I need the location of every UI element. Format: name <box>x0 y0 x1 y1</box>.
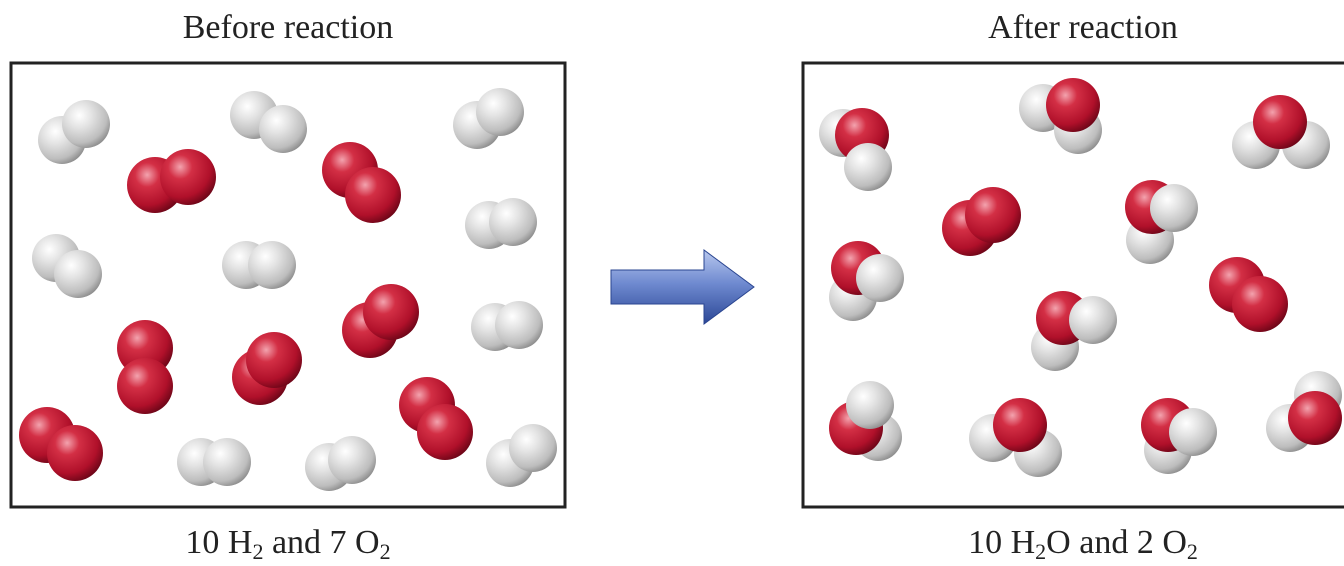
after-h2o-symbol: H <box>1010 524 1036 561</box>
oxygen-atom <box>246 332 302 388</box>
after-h2o-subscript: 2 <box>1035 539 1047 564</box>
water-molecule <box>1031 291 1117 371</box>
before-reaction-title: Before reaction <box>182 9 394 46</box>
hydrogen-atom <box>1069 296 1117 344</box>
oxygen-atom <box>160 149 216 205</box>
after-o2-symbol: O <box>1162 524 1187 561</box>
before-o2-subscript: 2 <box>379 539 391 564</box>
after-o2-subscript: 2 <box>1186 539 1198 564</box>
oxygen-atom <box>993 398 1047 452</box>
hydrogen-atom <box>509 424 557 472</box>
before-h2-symbol: H <box>227 524 253 561</box>
oxygen-molecule <box>1209 257 1288 332</box>
reaction-arrow-icon <box>610 249 755 325</box>
after-reaction-caption: 10 H2O and 2 O2 <box>803 520 1344 566</box>
hydrogen-atom <box>489 198 537 246</box>
before-h2-count: 10 <box>185 524 220 561</box>
after-h2o-count: 10 <box>968 524 1003 561</box>
after-conjunction: and <box>1070 524 1137 561</box>
hydrogen-atom <box>203 438 251 486</box>
oxygen-atom <box>417 404 473 460</box>
before-molecules <box>19 88 557 491</box>
hydrogen-molecule <box>453 88 524 149</box>
hydrogen-atom <box>259 105 307 153</box>
hydrogen-atom <box>248 241 296 289</box>
hydrogen-atom <box>476 88 524 136</box>
after-h2o-oxygen: O <box>1046 524 1071 561</box>
water-molecule <box>819 108 892 191</box>
oxygen-molecule <box>19 407 103 481</box>
oxygen-atom <box>1253 95 1307 149</box>
hydrogen-atom <box>844 143 892 191</box>
oxygen-atom <box>47 425 103 481</box>
water-molecule <box>1141 398 1217 474</box>
hydrogen-molecule <box>305 436 376 491</box>
hydrogen-atom <box>1150 184 1198 232</box>
hydrogen-atom <box>846 381 894 429</box>
water-molecule <box>829 241 904 321</box>
oxygen-atom <box>1046 78 1100 132</box>
oxygen-atom <box>117 358 173 414</box>
oxygen-atom <box>1232 276 1288 332</box>
water-molecule <box>1266 371 1342 452</box>
hydrogen-atom <box>856 254 904 302</box>
oxygen-molecule <box>127 149 216 213</box>
hydrogen-atom <box>54 250 102 298</box>
oxygen-atom <box>965 187 1021 243</box>
oxygen-molecule <box>399 377 473 460</box>
hydrogen-atom <box>1169 408 1217 456</box>
hydrogen-molecule <box>38 100 110 164</box>
before-h2-subscript: 2 <box>252 539 264 564</box>
hydrogen-atom <box>62 100 110 148</box>
hydrogen-molecule <box>222 241 296 289</box>
hydrogen-molecule <box>32 234 102 298</box>
before-conjunction: and <box>263 524 330 561</box>
before-o2-count: 7 <box>329 524 347 561</box>
oxygen-atom <box>1288 391 1342 445</box>
oxygen-molecule <box>232 332 302 405</box>
after-molecules <box>819 78 1342 477</box>
after-reaction-title: After reaction <box>988 9 1178 46</box>
water-molecule <box>1232 95 1330 169</box>
hydrogen-atom <box>328 436 376 484</box>
oxygen-molecule <box>322 142 401 223</box>
hydrogen-molecule <box>471 301 543 351</box>
oxygen-molecule <box>117 320 173 414</box>
water-molecule <box>829 381 902 461</box>
hydrogen-molecule <box>177 438 251 486</box>
hydrogen-atom <box>495 301 543 349</box>
before-o2-symbol: O <box>355 524 380 561</box>
water-molecule <box>969 398 1062 477</box>
before-reaction-caption: 10 H2 and 7 O2 <box>11 520 565 566</box>
hydrogen-molecule <box>230 91 307 153</box>
water-molecule <box>1125 180 1198 264</box>
oxygen-molecule <box>342 284 419 358</box>
oxygen-atom <box>363 284 419 340</box>
hydrogen-molecule <box>465 198 537 249</box>
hydrogen-molecule <box>486 424 557 487</box>
water-molecule <box>1019 78 1102 154</box>
oxygen-atom <box>345 167 401 223</box>
after-o2-count: 2 <box>1136 524 1154 561</box>
oxygen-molecule <box>942 187 1021 256</box>
